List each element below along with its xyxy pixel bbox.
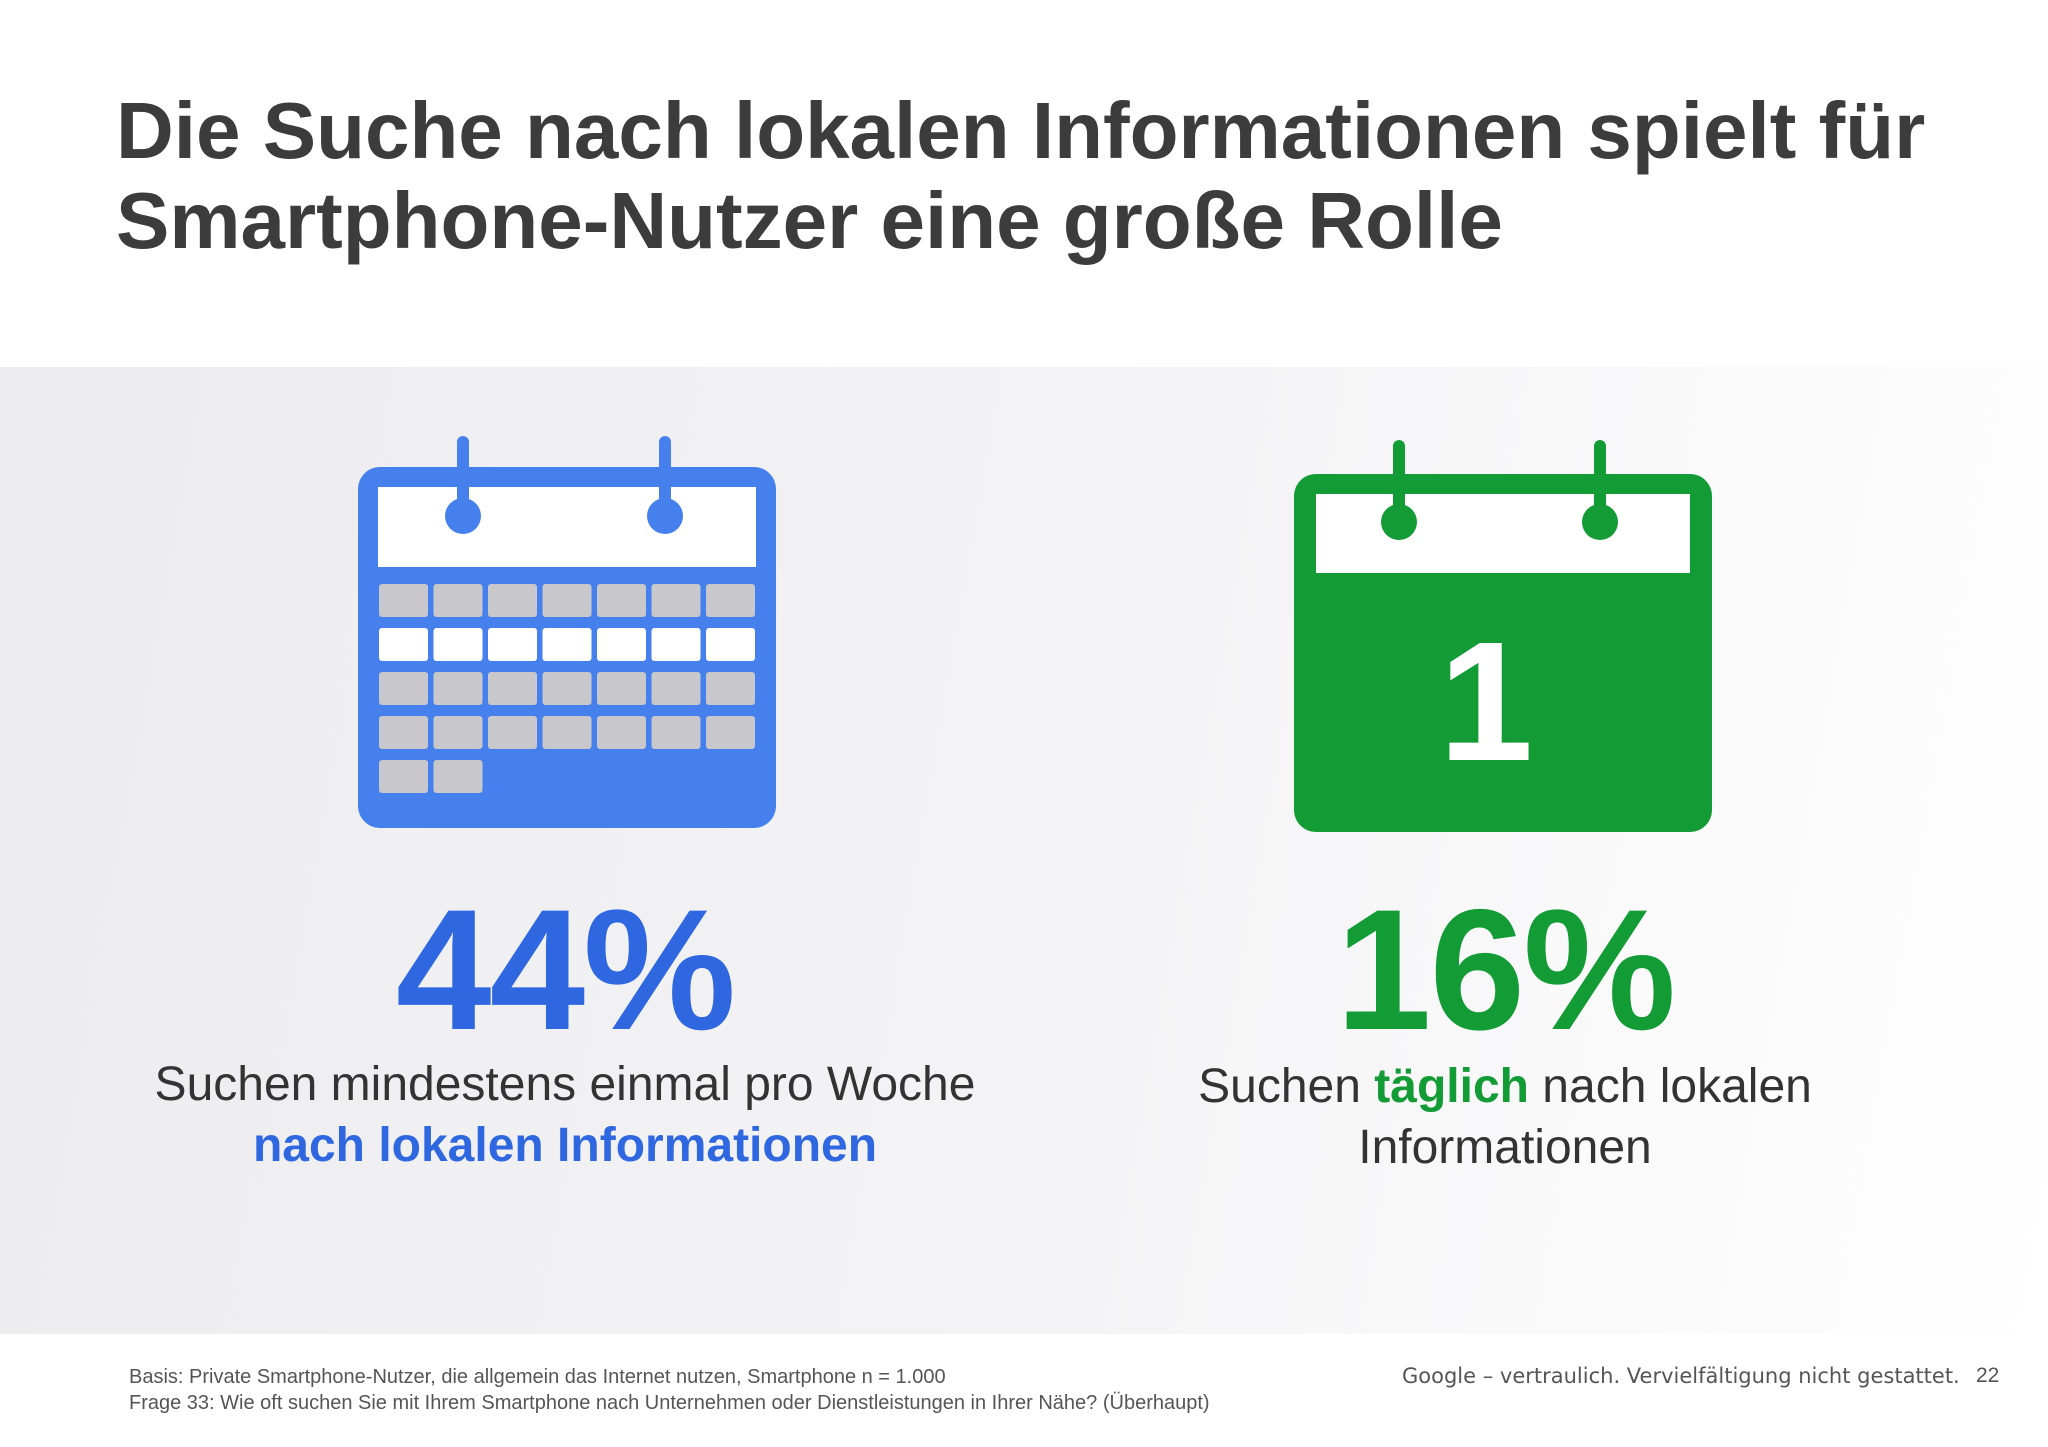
calendar-day-cell (651, 716, 701, 749)
calendar-day-cell (597, 672, 646, 705)
calendar-day-cell (379, 716, 428, 749)
calendar-day-cell (542, 584, 592, 617)
calendar-week-highlight-cell (706, 628, 755, 661)
daily-description-highlight: täglich (1374, 1060, 1529, 1113)
calendar-day-cell (651, 584, 701, 617)
weekly-description-text: Suchen mindestens einmal pro Woche (154, 1058, 976, 1111)
calendar-day-cell (488, 672, 537, 705)
calendar-day-cell (542, 716, 592, 749)
weekly-description-highlight: nach lokalen Informationen (252, 1119, 878, 1172)
daily-description-post: nach lokalen Informationen (1358, 1060, 1812, 1174)
content-band (0, 367, 2048, 1334)
calendar-day-cell (433, 584, 483, 617)
calendar-week-highlight-cell (433, 628, 483, 661)
calendar-day-cell (706, 584, 755, 617)
footnote-basis: Basis: Private Smartphone-Nutzer, die al… (129, 1366, 946, 1388)
calendar-week-highlight-cell (542, 628, 592, 661)
weekly-percentage: 44% (395, 874, 736, 1066)
calendar-day-cell (597, 584, 646, 617)
slide-title-line-2: Smartphone-Nutzer eine große Rolle (116, 176, 1503, 265)
calendar-day-cell (597, 716, 646, 749)
calendar-day-cell (433, 760, 483, 793)
weekly-description: Suchen mindestens einmal pro Woche nach … (140, 1054, 990, 1176)
calendar-day-cell (706, 672, 755, 705)
daily-description-pre: Suchen (1198, 1060, 1375, 1113)
calendar-week-highlight-cell (379, 628, 428, 661)
footnote: Basis: Private Smartphone-Nutzer, die al… (129, 1364, 1210, 1416)
calendar-day-cell (542, 672, 592, 705)
calendar-week-highlight-cell (651, 628, 701, 661)
calendar-week-icon (358, 436, 776, 828)
calendar-day-number: 1 (1439, 607, 1534, 797)
calendar-day-cell (488, 716, 537, 749)
calendar-week-highlight-cell (597, 628, 646, 661)
slide-title: Die Suche nach lokalen Informationen spi… (116, 86, 1976, 266)
calendar-day-cell (379, 584, 428, 617)
daily-description: Suchen täglich nach lokalen Informatione… (1160, 1056, 1850, 1178)
calendar-week-highlight-cell (488, 628, 537, 661)
calendar-day-cell (651, 672, 701, 705)
calendar-day-cell (433, 672, 483, 705)
calendar-day-cell (379, 760, 428, 793)
calendar-day-cell (488, 584, 537, 617)
confidentiality-notice: Google – vertraulich. Vervielfältigung n… (1402, 1364, 1960, 1388)
calendar-day-cell (706, 716, 755, 749)
slide-title-line-1: Die Suche nach lokalen Informationen spi… (116, 86, 1926, 175)
calendar-day-cell (433, 716, 483, 749)
calendar-day-icon: 1 (1294, 440, 1712, 832)
page-number: 22 (1976, 1364, 2000, 1387)
daily-percentage: 16% (1335, 874, 1676, 1066)
footnote-question: Frage 33: Wie oft suchen Sie mit Ihrem S… (129, 1392, 1210, 1414)
calendar-day-cell (379, 672, 428, 705)
